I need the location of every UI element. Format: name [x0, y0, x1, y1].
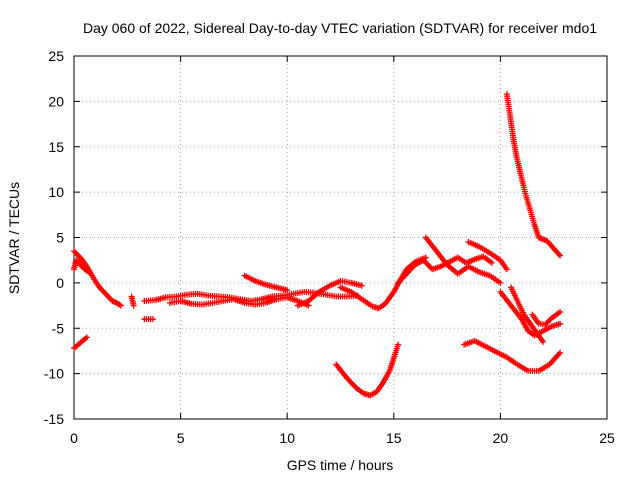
data-series-arc-8: [241, 272, 291, 294]
data-point: [497, 279, 504, 286]
data-point: [149, 316, 156, 323]
data-point: [358, 282, 365, 289]
y-tick-label: -5: [52, 320, 65, 336]
data-point: [488, 259, 495, 266]
data-point: [85, 268, 92, 275]
y-tick-label: 20: [48, 93, 64, 109]
data-point: [557, 308, 564, 315]
data-series-arc-19: [503, 91, 564, 259]
data-point: [83, 334, 90, 341]
y-tick-label: 5: [56, 230, 64, 246]
x-tick-label: 5: [177, 430, 185, 446]
data-series-arc-9: [294, 278, 365, 309]
data-series-arc-16: [508, 284, 547, 345]
x-tick-label: 20: [493, 430, 509, 446]
x-tick-label: 0: [70, 430, 78, 446]
y-tick-label: -10: [44, 366, 64, 382]
y-tick-label: 10: [48, 184, 64, 200]
plot-frame: [73, 55, 608, 420]
y-tick-label: 25: [48, 48, 64, 64]
data-series-arc-18: [461, 337, 564, 374]
ticks-layer: 0 5 10 15 20 25 -15 -10 -5 0 5 10 15 20 25: [44, 48, 615, 446]
data-point: [557, 252, 564, 259]
data-series-arc-4: [128, 293, 137, 309]
data-layer: [71, 91, 564, 399]
data-point: [117, 302, 124, 309]
x-tick-label: 25: [599, 430, 615, 446]
data-point: [395, 341, 402, 348]
y-tick-label: -15: [44, 411, 64, 427]
chart-title: Day 060 of 2022, Sidereal Day-to-day VTE…: [83, 20, 597, 36]
y-axis-label: SDTVAR / TECUs: [6, 182, 22, 294]
x-tick-label: 15: [386, 430, 402, 446]
data-series-arc-7: [166, 294, 312, 309]
y-tick-label: 0: [56, 275, 64, 291]
data-point: [130, 302, 137, 309]
x-axis-label: GPS time / hours: [287, 457, 394, 473]
data-point: [503, 266, 510, 273]
data-series-arc-15: [497, 288, 564, 339]
grid-layer: [74, 56, 607, 419]
data-series-arc-14: [465, 239, 510, 273]
x-tick-label: 10: [279, 430, 295, 446]
data-series-arc-3: [71, 334, 90, 352]
data-point: [284, 287, 291, 294]
data-point: [540, 338, 547, 345]
data-series-arc-11: [333, 341, 402, 399]
data-series-arc-1: [71, 248, 124, 309]
data-series-arc-5: [141, 316, 156, 323]
data-point: [557, 349, 564, 356]
data-series-arc-2: [71, 257, 92, 275]
data-series-arc-17: [529, 308, 564, 328]
y-tick-label: 15: [48, 139, 64, 155]
data-series-arc-13: [422, 234, 504, 286]
data-point: [557, 320, 564, 327]
